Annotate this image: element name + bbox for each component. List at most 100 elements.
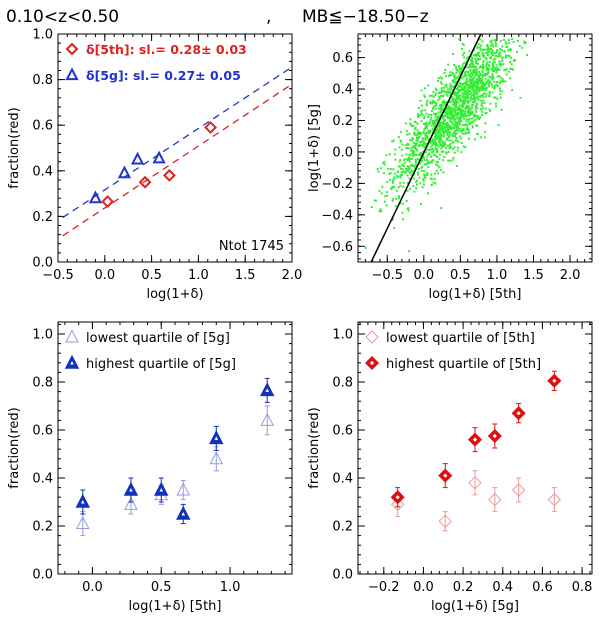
- density-point: [413, 127, 416, 130]
- density-point: [435, 103, 438, 106]
- density-point: [435, 149, 438, 152]
- density-point: [471, 66, 474, 69]
- density-point: [424, 138, 427, 141]
- y-tick-label: 0.4: [32, 472, 53, 487]
- density-point: [442, 89, 445, 92]
- density-point: [429, 118, 432, 121]
- density-point: [499, 80, 502, 83]
- density-point: [481, 110, 484, 113]
- density-point: [476, 82, 479, 85]
- density-point: [454, 76, 457, 79]
- density-point: [431, 99, 434, 102]
- density-point: [462, 109, 465, 112]
- density-point: [501, 80, 504, 83]
- density-point: [491, 73, 494, 76]
- density-point: [473, 114, 476, 117]
- density-point: [412, 124, 415, 127]
- density-point: [439, 144, 442, 147]
- density-point: [428, 94, 431, 97]
- density-point: [413, 153, 416, 156]
- density-point: [482, 84, 485, 87]
- density-point: [414, 147, 417, 150]
- data-point: [438, 514, 452, 528]
- density-point: [461, 124, 464, 127]
- density-point: [484, 122, 487, 125]
- density-point: [429, 146, 432, 149]
- density-point: [416, 134, 419, 137]
- density-point: [498, 52, 501, 55]
- density-point: [399, 139, 402, 142]
- density-point: [432, 150, 435, 153]
- density-point: [419, 152, 422, 155]
- density-point: [498, 61, 501, 64]
- density-point: [484, 130, 487, 133]
- density-point: [445, 85, 448, 88]
- density-point: [433, 177, 436, 180]
- density-point: [481, 107, 484, 110]
- density-point: [523, 40, 526, 43]
- density-point: [417, 153, 420, 156]
- density-point: [477, 78, 480, 81]
- density-point: [495, 68, 498, 71]
- density-point: [449, 120, 452, 123]
- density-point: [419, 110, 422, 113]
- density-point: [458, 82, 461, 85]
- density-point: [519, 96, 522, 99]
- density-point: [479, 96, 482, 99]
- density-point: [479, 38, 482, 41]
- density-point: [461, 86, 464, 89]
- density-point: [474, 114, 477, 117]
- plot-area: [62, 66, 292, 237]
- density-point: [411, 170, 414, 173]
- density-point: [407, 147, 410, 150]
- density-point: [471, 121, 474, 124]
- density-point: [474, 84, 477, 87]
- density-point: [408, 156, 411, 159]
- density-point: [458, 85, 461, 88]
- density-point: [460, 116, 463, 119]
- density-point: [431, 159, 434, 162]
- panels: −0.5 0.0 0.5 1.0 1.5 2.00.00.20.40.60.81.0log…: [7, 28, 593, 614]
- density-point: [506, 49, 509, 52]
- density-point: [423, 143, 426, 146]
- density-point: [460, 70, 463, 73]
- density-point: [408, 160, 411, 163]
- density-point: [494, 102, 497, 105]
- density-point: [424, 177, 427, 180]
- density-point: [460, 88, 463, 91]
- density-point: [506, 45, 509, 48]
- density-point: [491, 43, 494, 46]
- density-point: [504, 56, 507, 59]
- density-point: [421, 186, 424, 189]
- density-point: [481, 40, 484, 43]
- density-point: [470, 78, 473, 81]
- density-point: [401, 202, 404, 205]
- density-point: [440, 140, 443, 143]
- density-point: [401, 173, 404, 176]
- density-point: [425, 104, 428, 107]
- density-point: [475, 91, 478, 94]
- density-point: [441, 125, 444, 128]
- density-point: [441, 130, 444, 133]
- density-point: [449, 82, 452, 85]
- density-point: [459, 130, 462, 133]
- density-point: [486, 66, 489, 69]
- series-1: [88, 150, 166, 204]
- density-point: [405, 129, 408, 132]
- density-point: [478, 54, 481, 57]
- y-tick-label: 0.8: [332, 376, 353, 391]
- density-point: [409, 164, 412, 167]
- density-point: [471, 100, 474, 103]
- density-point: [441, 108, 444, 111]
- density-point: [464, 98, 467, 101]
- density-point: [456, 126, 459, 129]
- plot-frame: [57, 33, 293, 263]
- density-point: [455, 99, 458, 102]
- density-point: [479, 86, 482, 89]
- density-point: [420, 112, 423, 115]
- density-point: [421, 145, 424, 148]
- density-point: [409, 118, 412, 121]
- density-point: [453, 78, 456, 81]
- density-point: [510, 63, 513, 66]
- density-point: [476, 67, 479, 70]
